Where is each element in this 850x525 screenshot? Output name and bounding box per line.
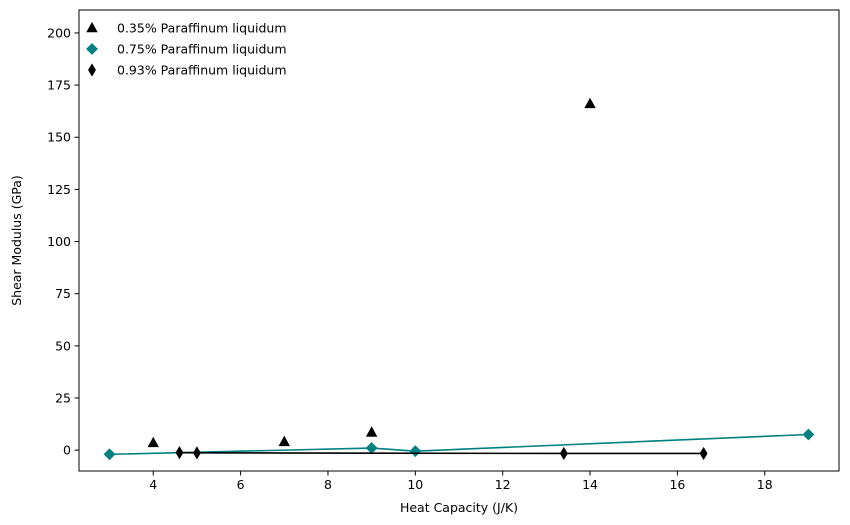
legend-item: 0.35% Paraffinum liquidum <box>86 21 287 36</box>
x-tick-label: 4 <box>149 477 157 492</box>
y-axis-label: Shear Modulus (GPa) <box>9 175 24 306</box>
data-point <box>175 446 184 460</box>
y-tick-label: 200 <box>47 25 71 40</box>
y-tick-label: 125 <box>47 182 71 197</box>
y-tick-label: 75 <box>55 286 71 301</box>
legend-marker <box>88 63 96 77</box>
series-line <box>109 433 809 456</box>
data-point <box>147 436 159 448</box>
y-tick-label: 175 <box>47 78 71 93</box>
y-tick-label: 25 <box>55 390 71 405</box>
x-tick-label: 18 <box>757 477 773 492</box>
y-tick-label: 100 <box>47 234 71 249</box>
legend-marker <box>86 43 98 55</box>
data-point <box>365 426 378 437</box>
y-tick-label: 150 <box>47 130 71 145</box>
legend-marker <box>86 21 98 33</box>
x-tick-label: 14 <box>582 477 598 492</box>
series-layer <box>103 97 815 461</box>
data-point <box>559 446 568 461</box>
x-tick-label: 12 <box>495 477 511 492</box>
data-point <box>192 446 201 460</box>
x-tick-label: 6 <box>237 477 245 492</box>
legend-label: 0.75% Paraffinum liquidum <box>117 42 287 57</box>
x-tick-label: 8 <box>324 477 332 492</box>
legend-label: 0.93% Paraffinum liquidum <box>117 63 287 78</box>
data-point <box>278 435 290 447</box>
data-point <box>584 97 596 109</box>
x-tick-label: 10 <box>407 477 423 492</box>
series-1 <box>147 97 596 448</box>
data-point <box>802 428 815 441</box>
data-point <box>103 448 116 461</box>
legend: 0.35% Paraffinum liquidum 0.75% Paraffinu… <box>86 21 287 78</box>
legend-label: 0.35% Paraffinum liquidum <box>117 21 287 36</box>
plot-frame <box>78 9 840 472</box>
legend-item: 0.93% Paraffinum liquidum <box>88 63 287 78</box>
y-axis: 0 25 50 75 100 125 150 175 200 <box>47 25 79 458</box>
data-point <box>699 446 708 461</box>
series-3 <box>175 446 708 461</box>
series-line <box>179 451 704 455</box>
y-tick-label: 50 <box>55 338 71 353</box>
legend-item: 0.75% Paraffinum liquidum <box>86 42 287 57</box>
x-axis: 4 6 8 10 12 14 16 18 <box>149 471 773 492</box>
y-tick-label: 0 <box>63 443 71 458</box>
x-axis-label: Heat Capacity (J/K) <box>400 500 518 515</box>
x-tick-label: 16 <box>669 477 685 492</box>
plot-area <box>78 9 840 472</box>
